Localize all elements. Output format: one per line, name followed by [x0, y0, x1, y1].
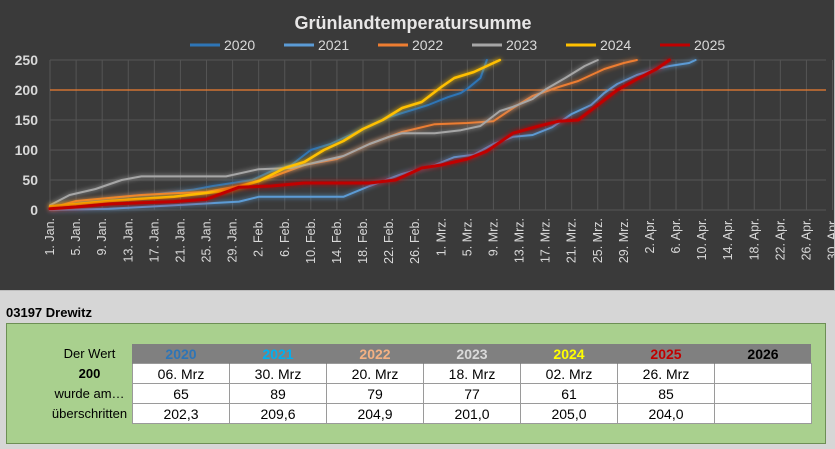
x-tick-label: 14. Apr. — [721, 218, 735, 260]
x-tick-label: 5. Mrz. — [460, 218, 474, 256]
x-tick-label: 21. Jan. — [173, 218, 187, 262]
row2-label: wurde am… — [54, 386, 125, 401]
year-2022: 2022 — [326, 344, 424, 364]
series-line-2021 — [49, 59, 697, 211]
temperature-sum-chart: Grünlandtemperatursumme 2020 2021 2022 2023… — [14, 13, 835, 264]
sum-2022: 204,9 — [326, 403, 424, 424]
year-header-row: Der Wert 2020 2021 2022 2023 2024 2025 2… — [47, 344, 811, 364]
y-axis: 0 50 100 150 200 250 — [15, 52, 39, 218]
x-tick-label: 17. Jan. — [147, 218, 161, 262]
days-2024: 61 — [520, 383, 618, 404]
x-tick-label: 25. Mrz. — [591, 218, 605, 263]
x-tick-label: 21. Mrz. — [565, 218, 579, 263]
summary-table: Der Wert 2020 2021 2022 2023 2024 2025 2… — [47, 344, 812, 424]
x-tick-label: 13. Jan. — [121, 218, 135, 262]
x-tick-label: 2. Apr. — [643, 218, 657, 253]
legend-label-2021: 2021 — [318, 37, 349, 53]
x-tick-label: 17. Mrz. — [539, 218, 553, 263]
x-tick-label: 29. Mrz. — [617, 218, 631, 263]
y-tick-label: 150 — [15, 112, 39, 128]
date-2026 — [714, 363, 812, 384]
row3-label: überschritten — [51, 406, 128, 421]
date-2021: 30. Mrz — [229, 363, 327, 384]
chart-legend: 2020 2021 2022 2023 2024 2025 — [190, 37, 725, 53]
legend-label-2020: 2020 — [224, 37, 255, 53]
days-2021: 89 — [229, 383, 327, 404]
station-name: 03197 Drewitz — [6, 305, 92, 320]
year-2024: 2024 — [520, 344, 618, 364]
y-tick-label: 100 — [15, 142, 39, 158]
x-tick-label: 26. Apr. — [799, 218, 813, 260]
x-tick-label: 22. Feb. — [382, 218, 396, 264]
sum-2025: 204,0 — [617, 403, 715, 424]
x-tick-label: 1. Mrz. — [434, 218, 448, 256]
legend-label-2024: 2024 — [600, 37, 631, 53]
sum-2023: 201,0 — [423, 403, 521, 424]
legend-label-2022: 2022 — [412, 37, 443, 53]
days-2026 — [714, 383, 812, 404]
y-tick-label: 250 — [15, 52, 39, 68]
year-2021: 2021 — [229, 344, 327, 364]
x-tick-label: 14. Feb. — [330, 218, 344, 264]
legend-label-2025: 2025 — [694, 37, 725, 53]
series-line-2023 — [49, 59, 599, 207]
days-2020: 65 — [132, 383, 230, 404]
date-2024: 02. Mrz — [520, 363, 618, 384]
sum-2021: 209,6 — [229, 403, 327, 424]
days-2023: 77 — [423, 383, 521, 404]
x-tick-label: 2. Feb. — [252, 218, 266, 257]
x-tick-label: 9. Jan. — [95, 218, 109, 256]
days-row: wurde am… 65 89 79 77 61 85 — [47, 383, 812, 404]
x-tick-label: 22. Apr. — [773, 218, 787, 260]
chart-area: Grünlandtemperatursumme 2020 2021 2022 2023… — [0, 0, 835, 291]
x-tick-label: 30. Apr. — [826, 218, 834, 260]
x-tick-label: 18. Apr. — [747, 218, 761, 260]
series-line-2025 — [48, 58, 671, 211]
date-row: 200 06. Mrz 30. Mrz 20. Mrz 18. Mrz 02. … — [47, 363, 812, 384]
days-2022: 79 — [326, 383, 424, 404]
year-2020: 2020 — [132, 344, 230, 364]
header-label: Der Wert — [63, 346, 116, 362]
x-tick-label: 18. Feb. — [356, 218, 370, 264]
date-2025: 26. Mrz — [617, 363, 715, 384]
date-2022: 20. Mrz — [326, 363, 424, 384]
sum-2024: 205,0 — [520, 403, 618, 424]
summary-panel: Der Wert 2020 2021 2022 2023 2024 2025 2… — [6, 323, 826, 444]
year-2025: 2025 — [617, 344, 715, 364]
sum-row: überschritten 202,3 209,6 204,9 201,0 20… — [47, 403, 812, 424]
date-2023: 18. Mrz — [423, 363, 521, 384]
value-label: 200 — [78, 366, 101, 381]
year-2026: 2026 — [714, 344, 811, 364]
date-2020: 06. Mrz — [132, 363, 230, 384]
x-tick-label: 6. Apr. — [669, 218, 683, 253]
x-tick-label: 9. Mrz. — [486, 218, 500, 256]
series-lines — [48, 58, 697, 211]
sum-2026 — [714, 403, 812, 424]
x-tick-label: 13. Mrz. — [513, 218, 527, 263]
x-tick-label: 10. Apr. — [695, 218, 709, 260]
x-tick-label: 26. Feb. — [408, 218, 422, 264]
y-tick-label: 50 — [22, 172, 38, 188]
x-tick-label: 10. Feb. — [304, 218, 318, 264]
y-tick-label: 200 — [15, 82, 39, 98]
x-axis: 1. Jan. 5. Jan. 9. Jan. 13. Jan. 17. Jan. 21.… — [43, 218, 835, 264]
x-tick-label: 29. Jan. — [226, 218, 240, 262]
y-tick-label: 0 — [30, 202, 38, 218]
year-2023: 2023 — [423, 344, 521, 364]
legend-label-2023: 2023 — [506, 37, 537, 53]
chart-title: Grünlandtemperatursumme — [294, 13, 531, 33]
x-tick-label: 5. Jan. — [69, 218, 83, 256]
x-tick-label: 1. Jan. — [43, 218, 57, 256]
days-2025: 85 — [617, 383, 715, 404]
sum-2020: 202,3 — [132, 403, 230, 424]
x-tick-label: 6. Feb. — [278, 218, 292, 257]
x-tick-label: 25. Jan. — [200, 218, 214, 262]
